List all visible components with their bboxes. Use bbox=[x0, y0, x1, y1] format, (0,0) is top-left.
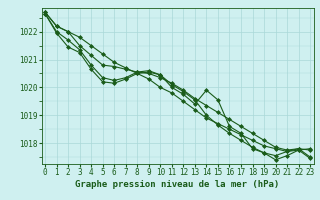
X-axis label: Graphe pression niveau de la mer (hPa): Graphe pression niveau de la mer (hPa) bbox=[76, 180, 280, 189]
